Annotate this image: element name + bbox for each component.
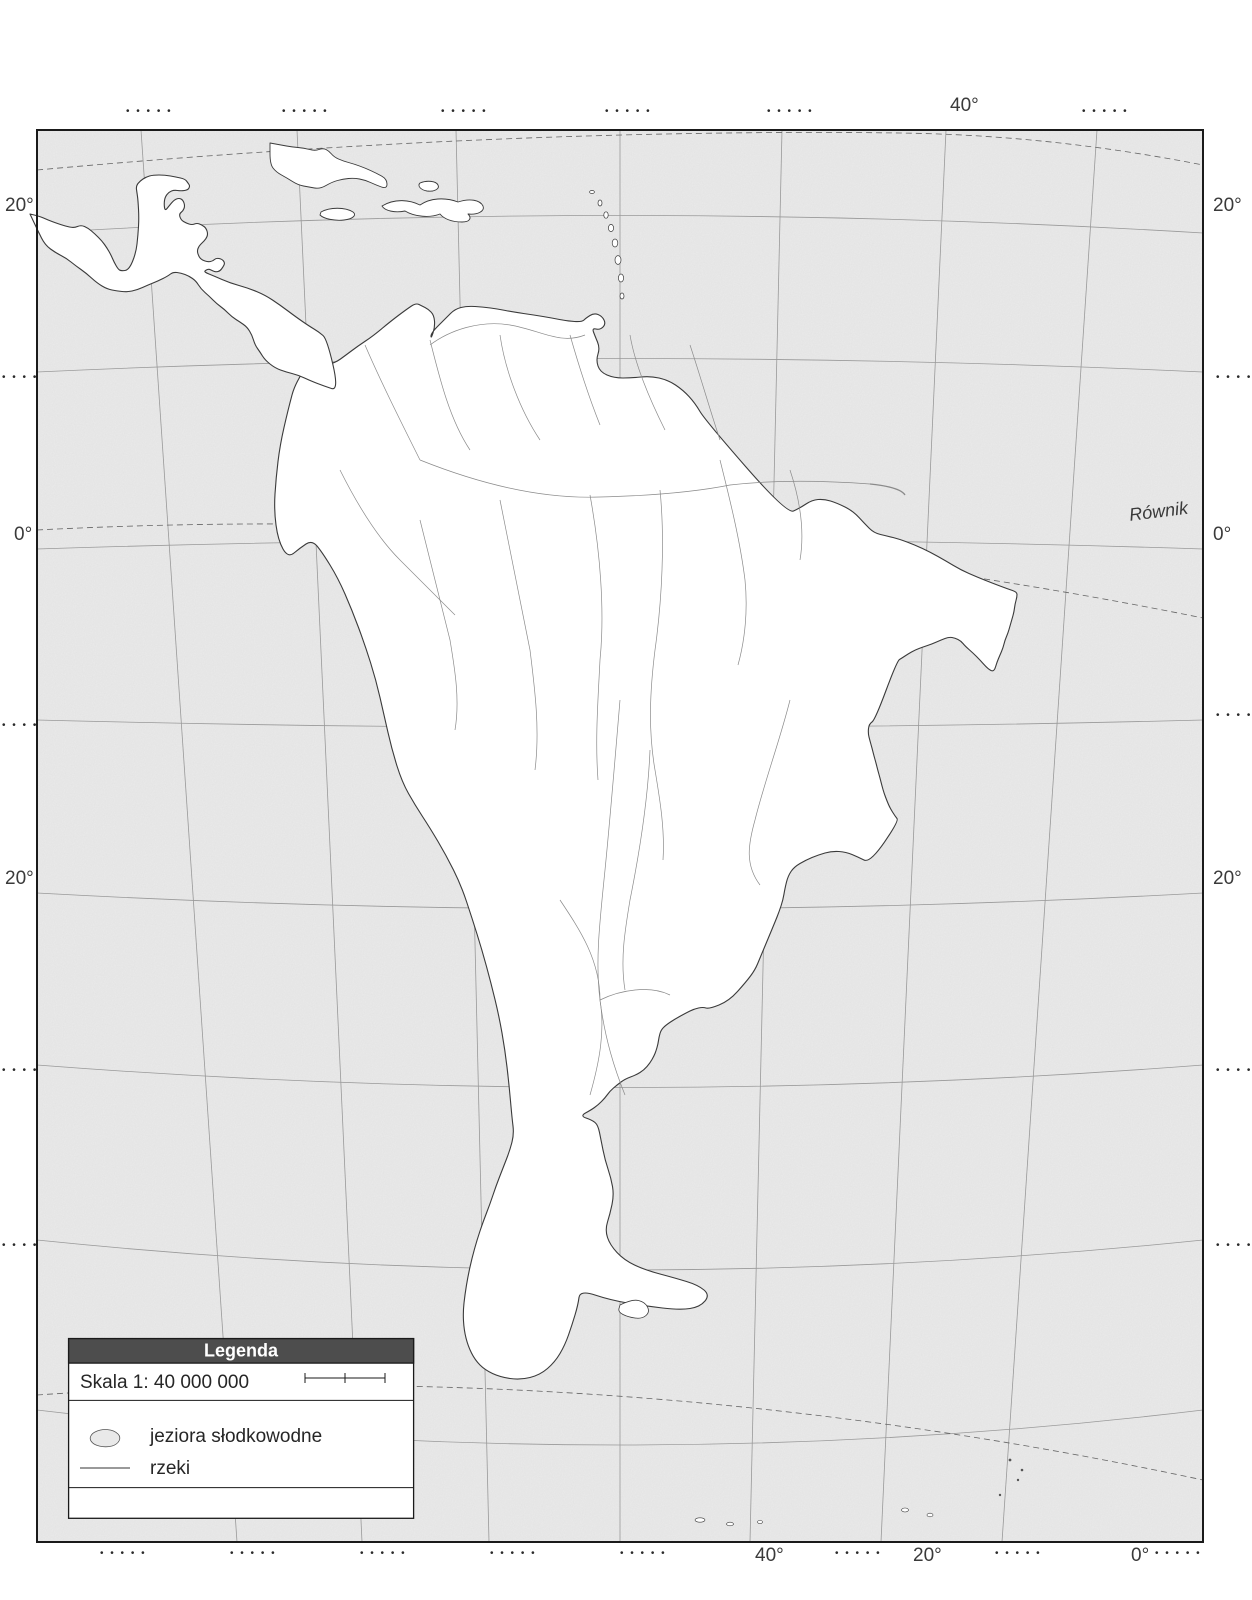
svg-text:jeziora słodkowodne: jeziora słodkowodne bbox=[149, 1426, 322, 1447]
svg-text:rzeki: rzeki bbox=[150, 1458, 190, 1479]
svg-text:Skala 1: 40 000 000: Skala 1: 40 000 000 bbox=[80, 1372, 249, 1393]
svg-text:Legenda: Legenda bbox=[204, 1341, 279, 1361]
